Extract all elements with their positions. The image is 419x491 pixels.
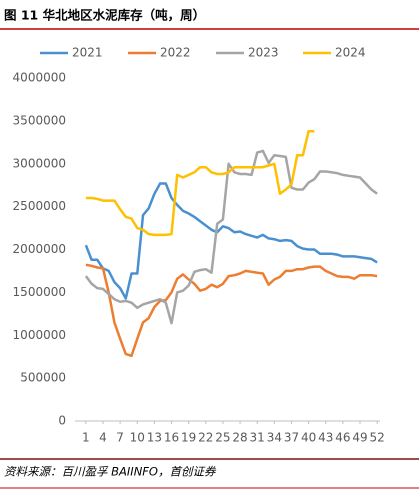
legend-label: 2022 [160,46,191,60]
series-line [84,182,378,300]
y-tick-label: 0 [58,414,66,428]
y-tick-label: 1500000 [13,285,66,299]
x-tick-label: 13 [147,431,162,445]
source-note: 资料来源：百川盈孚 BAIINFO，首创证券 [4,465,217,479]
y-tick-label: 3500000 [13,113,66,127]
x-tick-label: 52 [370,431,385,445]
y-tick-label: 2500000 [13,199,66,213]
x-tick-label: 37 [284,431,299,445]
x-tick-label: 25 [215,431,230,445]
x-tick-label: 49 [352,431,367,445]
y-tick-label: 2000000 [13,242,66,256]
y-tick-label: 1000000 [13,328,66,342]
x-tick-label: 28 [232,431,247,445]
y-tick-label: 500000 [20,371,66,385]
x-tick-label: 10 [130,431,145,445]
x-tick-label: 1 [82,431,90,445]
x-tick-label: 4 [99,431,107,445]
x-tick-label: 40 [301,431,316,445]
series-line [84,149,378,325]
x-tick-label: 7 [116,431,124,445]
series-line [85,263,378,358]
y-tick-label: 3000000 [13,156,66,170]
series-line [85,129,315,237]
x-tick-label: 22 [198,431,213,445]
x-tick-label: 16 [164,431,179,445]
chart-title: 图 11 华北地区水泥库存（吨，周） [4,8,205,23]
legend-label: 2021 [72,46,103,60]
x-tick-label: 34 [267,431,282,445]
x-tick-label: 31 [250,431,265,445]
y-tick-label: 4000000 [13,71,66,85]
legend-label: 2024 [335,46,366,60]
x-tick-label: 43 [318,431,333,445]
x-tick-label: 46 [335,431,350,445]
x-tick-label: 19 [181,431,196,445]
legend-label: 2023 [248,46,279,60]
